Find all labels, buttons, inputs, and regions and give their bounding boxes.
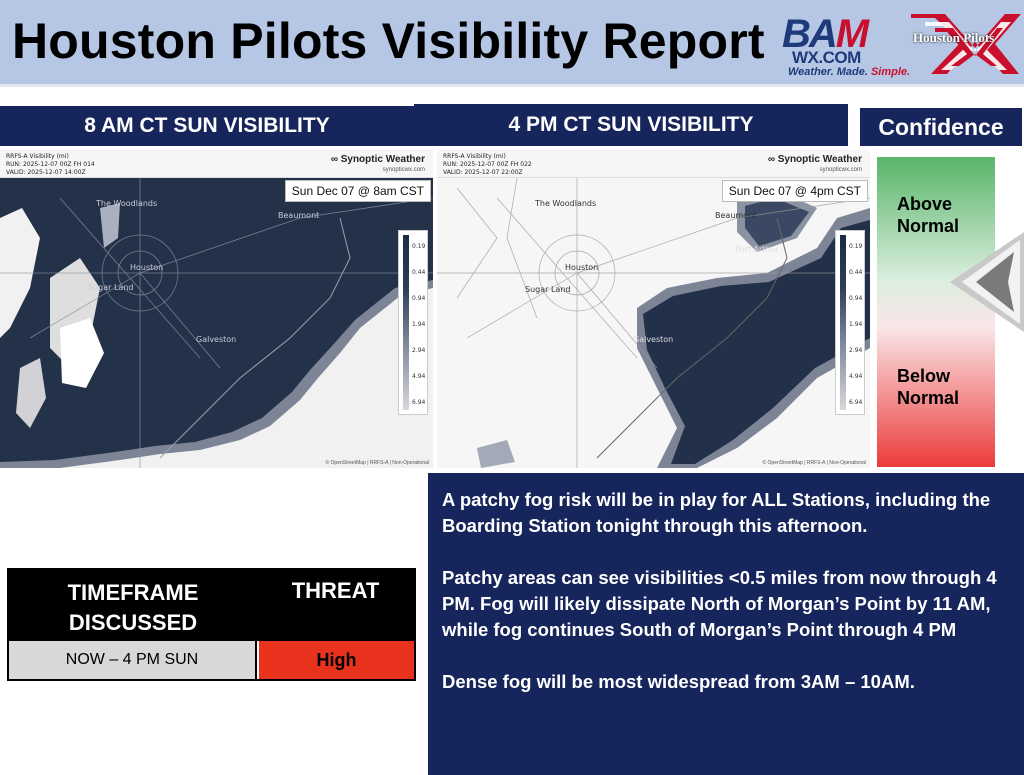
map-product-label: RRFS-A Visibility (mi) [443,153,506,160]
synoptic-weather-brand: ∞ Synoptic Weather [767,154,862,165]
discussion-paragraph-risk: A patchy fog risk will be in play for AL… [442,489,991,536]
map-valid-label: VALID: 2025-12-07 14:00Z [6,169,86,176]
map-credit: © OpenStreetMap | RRFS-A | Non-Operation… [762,460,866,466]
page-title: Houston Pilots Visibility Report [12,13,765,69]
map-city-galveston: Galveston [196,335,236,344]
bam-wx-logo: BAM WX.COM Weather. Made. Simple. [782,10,910,78]
legend-value: 0.94 [849,295,863,302]
map-header: RRFS-A Visibility (mi) RUN: 2025-12-07 0… [0,150,433,178]
confidence-below-normal-label: Below Normal [897,366,960,408]
table-row: NOW – 4 PM SUN High [9,641,414,679]
visibility-legend-colorbar [403,235,409,410]
map-city-woodlands: The Woodlands [534,199,596,208]
synoptic-weather-url: synopticwx.com [819,167,862,173]
map-city-galveston: Galveston [633,335,673,344]
houston-pilots-logo: Houston Pilots [905,8,1023,80]
map-city-houston: Houston [130,263,163,272]
visibility-legend-colorbar [840,235,846,410]
legend-value: 1.94 [412,321,426,328]
report-header: Houston Pilots Visibility Report BAM WX.… [0,0,1024,87]
map-run-label: RUN: 2025-12-07 00Z FH 014 [6,161,95,168]
map-city-portarthur: Port Arthur [735,245,779,254]
banner-4pm-visibility: 4 PM CT SUN VISIBILITY [414,104,848,146]
discussion-paragraph-dense-fog: Dense fog will be most widespread from 3… [442,671,915,692]
fog-map-4pm-image: The Woodlands Beaumont Port Arthur Houst… [437,178,870,468]
map-city-beaumont: Beaumont [278,211,319,220]
legend-value: 1.94 [849,321,863,328]
confidence-above-normal-label: Above Normal [897,194,960,236]
discussion-paragraph-timing: Patchy areas can see visibilities <0.5 m… [442,567,997,640]
visibility-legend: 0.19 0.44 0.94 1.94 2.94 4.94 6.94 [398,230,428,415]
bam-logo-domain: WX.COM [792,48,861,67]
bam-logo-letters: BA [782,12,838,56]
legend-value: 4.94 [412,373,426,380]
legend-value: 0.19 [412,243,426,250]
confidence-pointer-icon [950,232,1024,332]
map-city-sugarland: Sugar Land [525,285,570,294]
timeframe-cell: NOW – 4 PM SUN [9,641,257,679]
map-city-sugarland: Sugar Land [88,283,133,292]
synoptic-weather-url: synopticwx.com [382,167,425,173]
synoptic-weather-brand: ∞ Synoptic Weather [330,154,425,165]
threat-level-cell: High [259,641,414,679]
legend-value: 6.94 [412,399,426,406]
map-header: RRFS-A Visibility (mi) RUN: 2025-12-07 0… [437,150,870,178]
bam-logo-tagline: Weather. Made. [788,66,871,78]
legend-value: 0.19 [849,243,863,250]
houston-pilots-logo-text: Houston Pilots [913,30,995,45]
legend-value: 6.94 [849,399,863,406]
map-credit: © OpenStreetMap | RRFS-A | Non-Operation… [325,460,429,466]
map-city-beaumont: Beaumont [715,211,756,220]
banner-8am-visibility: 8 AM CT SUN VISIBILITY [0,106,414,146]
legend-value: 2.94 [412,347,426,354]
threat-table: TIMEFRAME DISCUSSED THREAT NOW – 4 PM SU… [7,568,416,681]
col-header-threat: THREAT [291,578,380,603]
visibility-map-4pm: RRFS-A Visibility (mi) RUN: 2025-12-07 0… [437,150,870,468]
legend-value: 2.94 [849,347,863,354]
map-valid-time-box: Sun Dec 07 @ 8am CST [284,180,431,202]
map-run-label: RUN: 2025-12-07 00Z FH 022 [443,161,532,168]
legend-value: 0.44 [849,269,863,276]
legend-value: 0.44 [412,269,426,276]
visibility-legend: 0.19 0.44 0.94 1.94 2.94 4.94 6.94 [835,230,865,415]
houston-pilots-emblem-icon [911,14,1021,74]
confidence-gauge: Above Normal Below Normal [877,157,995,467]
map-city-houston: Houston [565,263,598,272]
fog-map-8am-image: The Woodlands Beaumont Houston Sugar Lan… [0,178,433,468]
visibility-map-8am: RRFS-A Visibility (mi) RUN: 2025-12-07 0… [0,150,433,468]
legend-value: 4.94 [849,373,863,380]
map-valid-label: VALID: 2025-12-07 22:00Z [443,169,523,176]
map-valid-time-box: Sun Dec 07 @ 4pm CST [721,180,868,202]
legend-value: 0.94 [412,295,426,302]
map-city-woodlands: The Woodlands [95,199,157,208]
threat-table-header: TIMEFRAME DISCUSSED THREAT [9,570,414,641]
col-header-timeframe: TIMEFRAME DISCUSSED [67,580,199,635]
banner-confidence: Confidence [860,108,1022,146]
forecast-discussion-panel: A patchy fog risk will be in play for AL… [428,473,1024,775]
map-product-label: RRFS-A Visibility (mi) [6,153,69,160]
bam-logo-tagline-simple: Simple. [870,66,911,78]
bam-logo-m: M [835,12,869,56]
